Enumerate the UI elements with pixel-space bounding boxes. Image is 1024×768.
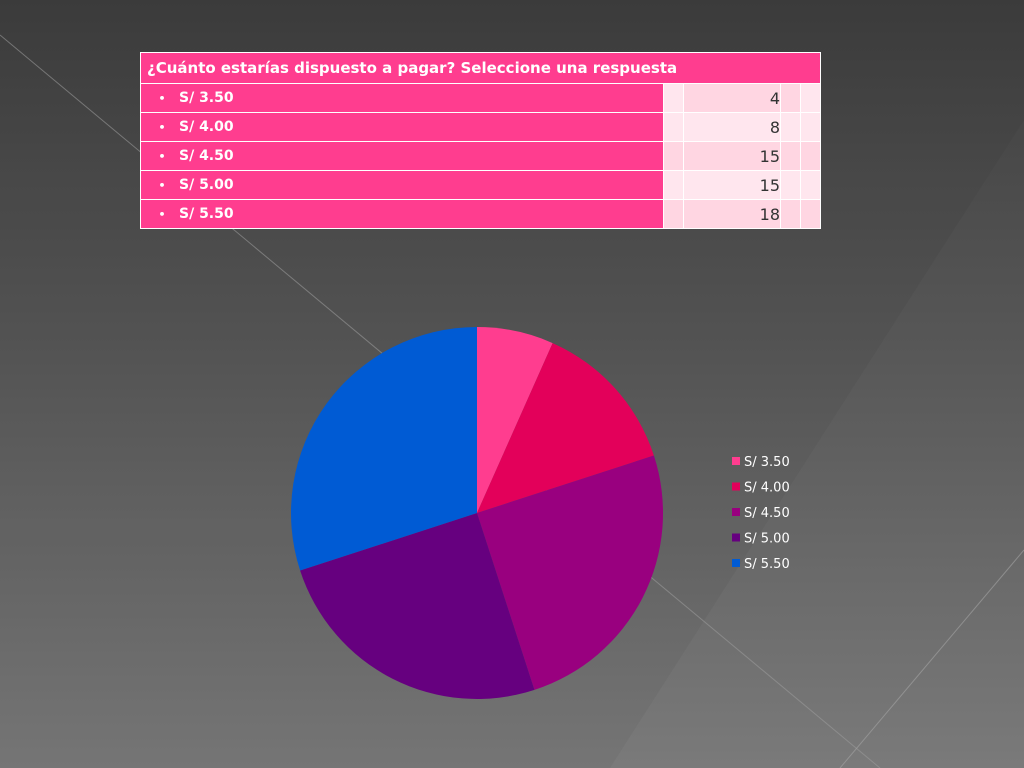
- bullet-icon: •: [158, 92, 166, 105]
- legend-swatch: [732, 508, 740, 516]
- empty-cell: [800, 83, 821, 113]
- option-label-text: S/ 5.00: [179, 177, 234, 193]
- pie-slice-4: [300, 513, 535, 700]
- bullet-icon: •: [158, 150, 166, 163]
- pie-slice-3: [477, 455, 664, 690]
- legend-label: S/ 5.50: [744, 557, 790, 572]
- option-label-text: S/ 5.50: [179, 206, 234, 222]
- option-label: • S/ 4.00: [140, 112, 664, 142]
- option-label-text: S/ 3.50: [179, 90, 234, 106]
- option-count: 4: [683, 83, 781, 113]
- empty-cell: [800, 112, 821, 142]
- empty-cell: [800, 170, 821, 200]
- option-label: • S/ 3.50: [140, 83, 664, 113]
- pie-slice-2: [477, 343, 654, 513]
- option-label-text: S/ 4.00: [179, 119, 234, 135]
- survey-table: ¿Cuánto estarías dispuesto a pagar? Sele…: [140, 52, 821, 229]
- table-row: • S/ 5.00 15: [140, 170, 821, 200]
- empty-cell: [663, 112, 684, 142]
- legend-label: S/ 4.00: [744, 481, 790, 496]
- option-count: 15: [683, 170, 781, 200]
- legend-swatch: [732, 482, 740, 491]
- bullet-icon: •: [158, 208, 166, 221]
- option-count: 18: [683, 199, 781, 229]
- table-row: • S/ 3.50 4: [140, 83, 821, 113]
- legend-label: S/ 3.50: [744, 455, 790, 470]
- empty-cell: [800, 199, 821, 229]
- table-row: • S/ 4.50 15: [140, 141, 821, 171]
- empty-cell: [800, 141, 821, 171]
- empty-cell: [663, 83, 684, 113]
- legend-swatch: [732, 533, 740, 542]
- pie-slices: [290, 326, 664, 700]
- empty-cell: [780, 83, 801, 113]
- pie-slice-1: [477, 327, 553, 513]
- bullet-icon: •: [158, 179, 166, 192]
- table-row: • S/ 5.50 18: [140, 199, 821, 229]
- option-label-text: S/ 4.50: [179, 148, 234, 164]
- chart-legend: S/ 3.50 S/ 4.00 S/ 4.50 S/ 5.00 S/ 5.50: [732, 455, 790, 572]
- option-label: • S/ 5.50: [140, 199, 664, 229]
- legend-swatch: [732, 559, 740, 567]
- table-row: • S/ 4.00 8: [140, 112, 821, 142]
- legend-swatch: [732, 457, 740, 465]
- bullet-icon: •: [158, 121, 166, 134]
- legend-label: S/ 4.50: [744, 506, 790, 521]
- pie-slice-5: [290, 326, 477, 571]
- empty-cell: [663, 199, 684, 229]
- option-label: • S/ 4.50: [140, 141, 664, 171]
- legend-label: S/ 5.00: [744, 532, 790, 547]
- empty-cell: [780, 199, 801, 229]
